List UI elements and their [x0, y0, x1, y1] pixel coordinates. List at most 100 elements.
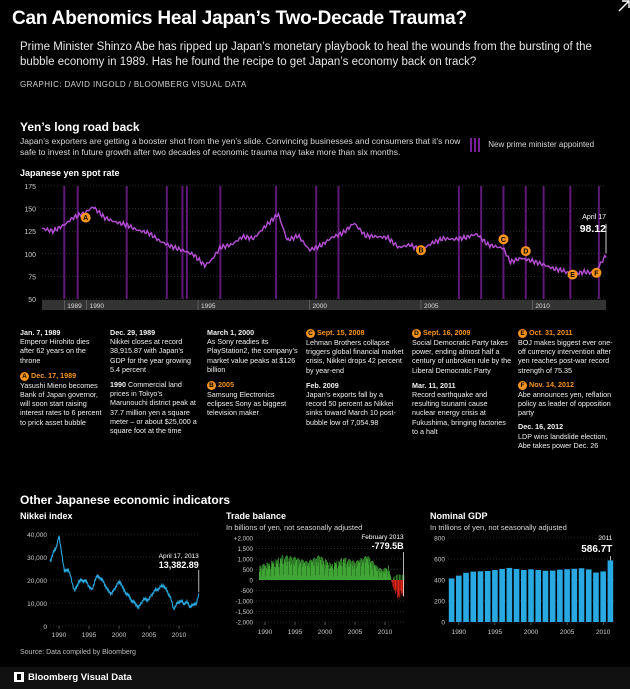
trade-bar [301, 575, 303, 580]
trade-bar [327, 561, 328, 580]
trade-bar [354, 565, 355, 580]
trade-bar [388, 565, 389, 580]
trade-bar [350, 560, 351, 580]
gdp-bar [600, 571, 606, 622]
trade-bar [308, 564, 310, 580]
trade-bar [393, 577, 394, 580]
trade-bar [320, 559, 321, 580]
trade-bar [295, 557, 296, 580]
pm-change-bar [275, 186, 278, 299]
gdp-bar [463, 572, 469, 622]
trade-bar [333, 576, 334, 580]
trade-bar [273, 560, 275, 580]
y-tick-label: 20,000 [27, 578, 47, 585]
trade-bar [278, 567, 280, 580]
event-text: Abe announces yen, reflation policy as l… [518, 389, 612, 418]
trade-bar [395, 580, 396, 594]
trade-bar [299, 559, 301, 580]
event-date: Feb. 2009 [306, 380, 339, 390]
trade-bar [276, 563, 277, 580]
trade-bar [332, 563, 333, 580]
trade-bar [304, 562, 305, 580]
trade-bar [338, 560, 340, 580]
x-tick-label: 2005 [424, 303, 439, 310]
share-arrow-icon[interactable] [610, 0, 630, 16]
legend-bar-icon [474, 138, 476, 152]
badge-f-icon: F [518, 380, 527, 390]
pm-change-bar [185, 186, 188, 299]
trade-bar [279, 563, 281, 580]
trade-bar [277, 563, 279, 580]
trade-bar [268, 563, 270, 580]
gdp-bar [470, 571, 477, 622]
graphic-credit: GRAPHIC: DAVID INGOLD / BLOOMBERG VISUAL… [20, 80, 247, 89]
nikkei-chart: 0 10,000 20,000 30,000 40,000 1990 1995 2000 200… [27, 532, 200, 639]
trade-bar [397, 580, 398, 599]
event-text: Nikkei closes at record 38,915.87 with J… [110, 337, 191, 374]
trade-bar [329, 562, 331, 580]
trade-bar [375, 565, 377, 580]
trade-bar [286, 555, 287, 580]
trade-bar [319, 575, 321, 580]
trade-bar [272, 561, 273, 580]
trade-bar [286, 565, 288, 580]
trade-bar [303, 560, 304, 580]
trade-bar [362, 559, 364, 580]
trade-bar [350, 563, 352, 580]
trade-bar [295, 562, 297, 580]
trade-bar [331, 565, 333, 580]
trade-bar [326, 559, 327, 580]
event-text: Lehman Brothers collapse triggers global… [306, 338, 404, 375]
yen-chart: 50 75 100 125 150 175 1989 1990 1995 2000 2005 2010… [24, 184, 607, 310]
trade-bar [280, 559, 282, 580]
trade-bar [328, 565, 329, 580]
trade-bar [402, 580, 404, 593]
trade-bar [316, 558, 317, 580]
badge-e-icon: E [518, 329, 527, 338]
x-tick-label: 1990 [52, 632, 67, 639]
trade-bar [371, 560, 372, 580]
trade-bar [397, 574, 399, 580]
annotation-date: February 2013 [361, 534, 404, 541]
trade-bar [372, 569, 374, 580]
gdp-bar [499, 568, 505, 622]
gdp-bar [607, 560, 614, 622]
trade-bar [282, 564, 283, 580]
trade-bar [356, 561, 357, 580]
pm-change-bar [524, 186, 527, 299]
trade-bar [307, 566, 308, 580]
event-date: Oct. 31, 2011 [529, 328, 573, 337]
trade-bar [354, 562, 356, 580]
event-badge [498, 234, 509, 245]
trade-bar [284, 558, 286, 580]
event-column-3: March 1, 2000 As Sony readies its PlaySt… [207, 328, 299, 418]
chart-title-nikkei: Nikkei index [20, 511, 73, 521]
trade-bar [323, 562, 324, 580]
trade-bar [313, 557, 315, 580]
trade-bar [402, 574, 403, 580]
trade-bar [379, 568, 380, 580]
trade-bar [351, 561, 353, 580]
trade-bar [377, 570, 378, 580]
trade-bar [321, 564, 322, 580]
trade-bar [400, 574, 402, 580]
x-tick-label: 2000 [524, 629, 539, 636]
trade-bar [375, 567, 376, 580]
trade-bar [387, 570, 389, 580]
trade-bar [302, 559, 303, 580]
trade-bar [316, 561, 318, 580]
trade-bar [299, 564, 300, 580]
annotation-value: 586.7T [581, 544, 612, 555]
trade-bar [384, 567, 386, 580]
trade-bar [298, 567, 299, 580]
event-badge [80, 212, 91, 223]
bloomberg-logo-icon [14, 672, 24, 682]
x-tick-label: 2005 [348, 629, 363, 636]
footer-bar [0, 667, 630, 689]
event-column-4: C Sept. 15, 2008 Lehman Brothers collapse… [306, 328, 404, 427]
event-date: Nov. 14, 2012 [529, 379, 575, 389]
trade-bar [353, 560, 355, 580]
trade-bar [294, 566, 296, 580]
event-text: As Sony readies its PlayStation2, the co… [207, 337, 298, 374]
trade-bar [386, 568, 387, 580]
